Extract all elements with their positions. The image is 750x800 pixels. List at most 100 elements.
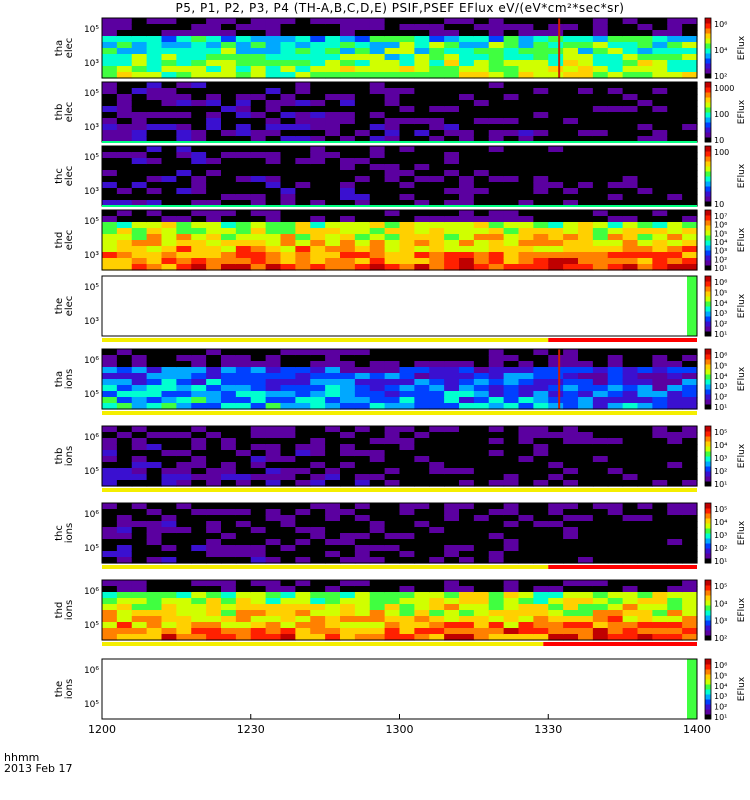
heatmap-cell (399, 30, 415, 37)
heatmap-cell (578, 521, 594, 528)
heatmap-cell (533, 170, 549, 177)
heatmap-cell (280, 349, 296, 356)
heatmap-cell (607, 438, 624, 445)
heatmap-cell (444, 468, 460, 475)
heatmap-cell (235, 194, 252, 201)
heatmap-cell (280, 36, 296, 43)
heatmap-cell (325, 616, 341, 623)
heatmap-cell (235, 379, 252, 386)
heatmap-cell (146, 592, 163, 599)
heatmap-cell (131, 130, 148, 137)
heatmap-cell (667, 18, 683, 25)
heatmap-cell (116, 158, 133, 165)
heatmap-cell (533, 480, 549, 487)
heatmap-cell (622, 94, 639, 101)
heatmap-cell (280, 379, 296, 386)
heatmap-cell (637, 188, 653, 195)
heatmap-cell (563, 48, 579, 55)
heatmap-cell (667, 246, 683, 253)
heatmap-cell (637, 438, 653, 445)
panel-ylabel: thc (54, 525, 65, 541)
heatmap-cell (607, 42, 624, 49)
quality-bar (102, 411, 697, 415)
heatmap-cell (488, 66, 505, 73)
heatmap-cell (682, 158, 698, 165)
heatmap-cell (384, 456, 401, 463)
colorbar-tick-label: 10¹ (714, 480, 727, 489)
heatmap-cell (622, 222, 639, 229)
colorbar-segment (705, 404, 711, 410)
heatmap-cell (161, 616, 177, 623)
heatmap-cell (191, 432, 207, 439)
heatmap-cell (354, 252, 371, 259)
heatmap-cell (369, 24, 386, 31)
heatmap-cell (146, 176, 163, 183)
heatmap-cell (206, 106, 222, 113)
heatmap-cell (473, 182, 490, 189)
heatmap-cell (131, 527, 148, 534)
heatmap-cell (459, 258, 475, 265)
heatmap-cell (548, 170, 564, 177)
heatmap-cell (503, 367, 520, 374)
heatmap-cell (607, 355, 624, 362)
heatmap-cell (221, 18, 237, 25)
heatmap-cell (235, 252, 252, 259)
heatmap-cell (340, 509, 356, 516)
heatmap-cell (503, 545, 520, 552)
heatmap-cell (369, 604, 386, 611)
heatmap-cell (265, 106, 282, 113)
heatmap-cell (176, 240, 192, 247)
heatmap-cell (325, 355, 341, 362)
colorbar-segment (705, 699, 711, 705)
heatmap-cell (414, 468, 430, 475)
heatmap-cell (652, 146, 668, 153)
heatmap-cell (250, 188, 267, 195)
heatmap-cell (191, 355, 207, 362)
heatmap-cell (444, 118, 460, 125)
heatmap-cell (265, 551, 282, 558)
heatmap-cell (340, 598, 356, 605)
heatmap-cell (607, 426, 624, 433)
heatmap-cell (131, 222, 148, 229)
heatmap-cell (325, 24, 341, 31)
heatmap-cell (176, 462, 192, 469)
heatmap-cell (340, 580, 356, 587)
heatmap-cell (652, 628, 668, 635)
heatmap-cell (399, 610, 415, 617)
heatmap-cell (146, 152, 163, 159)
heatmap-cell (652, 264, 668, 271)
heatmap-cell (592, 391, 609, 398)
heatmap-cell (280, 355, 296, 362)
heatmap-cell (250, 557, 267, 564)
heatmap-cell (310, 503, 326, 510)
heatmap-cell (518, 188, 534, 195)
heatmap-cell (563, 100, 579, 107)
heatmap-cell (340, 60, 356, 67)
heatmap-cell (161, 557, 177, 564)
heatmap-cell (146, 30, 163, 37)
heatmap-cell (340, 515, 356, 522)
heatmap-cell (384, 432, 401, 439)
heatmap-cell (622, 480, 639, 487)
heatmap-cell (429, 480, 445, 487)
heatmap-cell (533, 234, 549, 241)
heatmap-cell (563, 480, 579, 487)
heatmap-cell (622, 176, 639, 183)
heatmap-cell (652, 42, 668, 49)
heatmap-cell (161, 604, 177, 611)
heatmap-cell (191, 112, 207, 119)
heatmap-cell (429, 586, 445, 593)
heatmap-cell (280, 246, 296, 253)
heatmap-cell (354, 397, 371, 404)
heatmap-cell (682, 216, 698, 223)
colorbar-segment (705, 456, 711, 462)
heatmap-cell (325, 503, 341, 510)
heatmap-cell (146, 158, 163, 165)
heatmap-cell (295, 474, 311, 481)
heatmap-cell (399, 557, 415, 564)
heatmap-cell (548, 391, 564, 398)
heatmap-cell (667, 100, 683, 107)
heatmap-cell (369, 557, 386, 564)
heatmap-cell (340, 438, 356, 445)
heatmap-cell (622, 72, 639, 79)
